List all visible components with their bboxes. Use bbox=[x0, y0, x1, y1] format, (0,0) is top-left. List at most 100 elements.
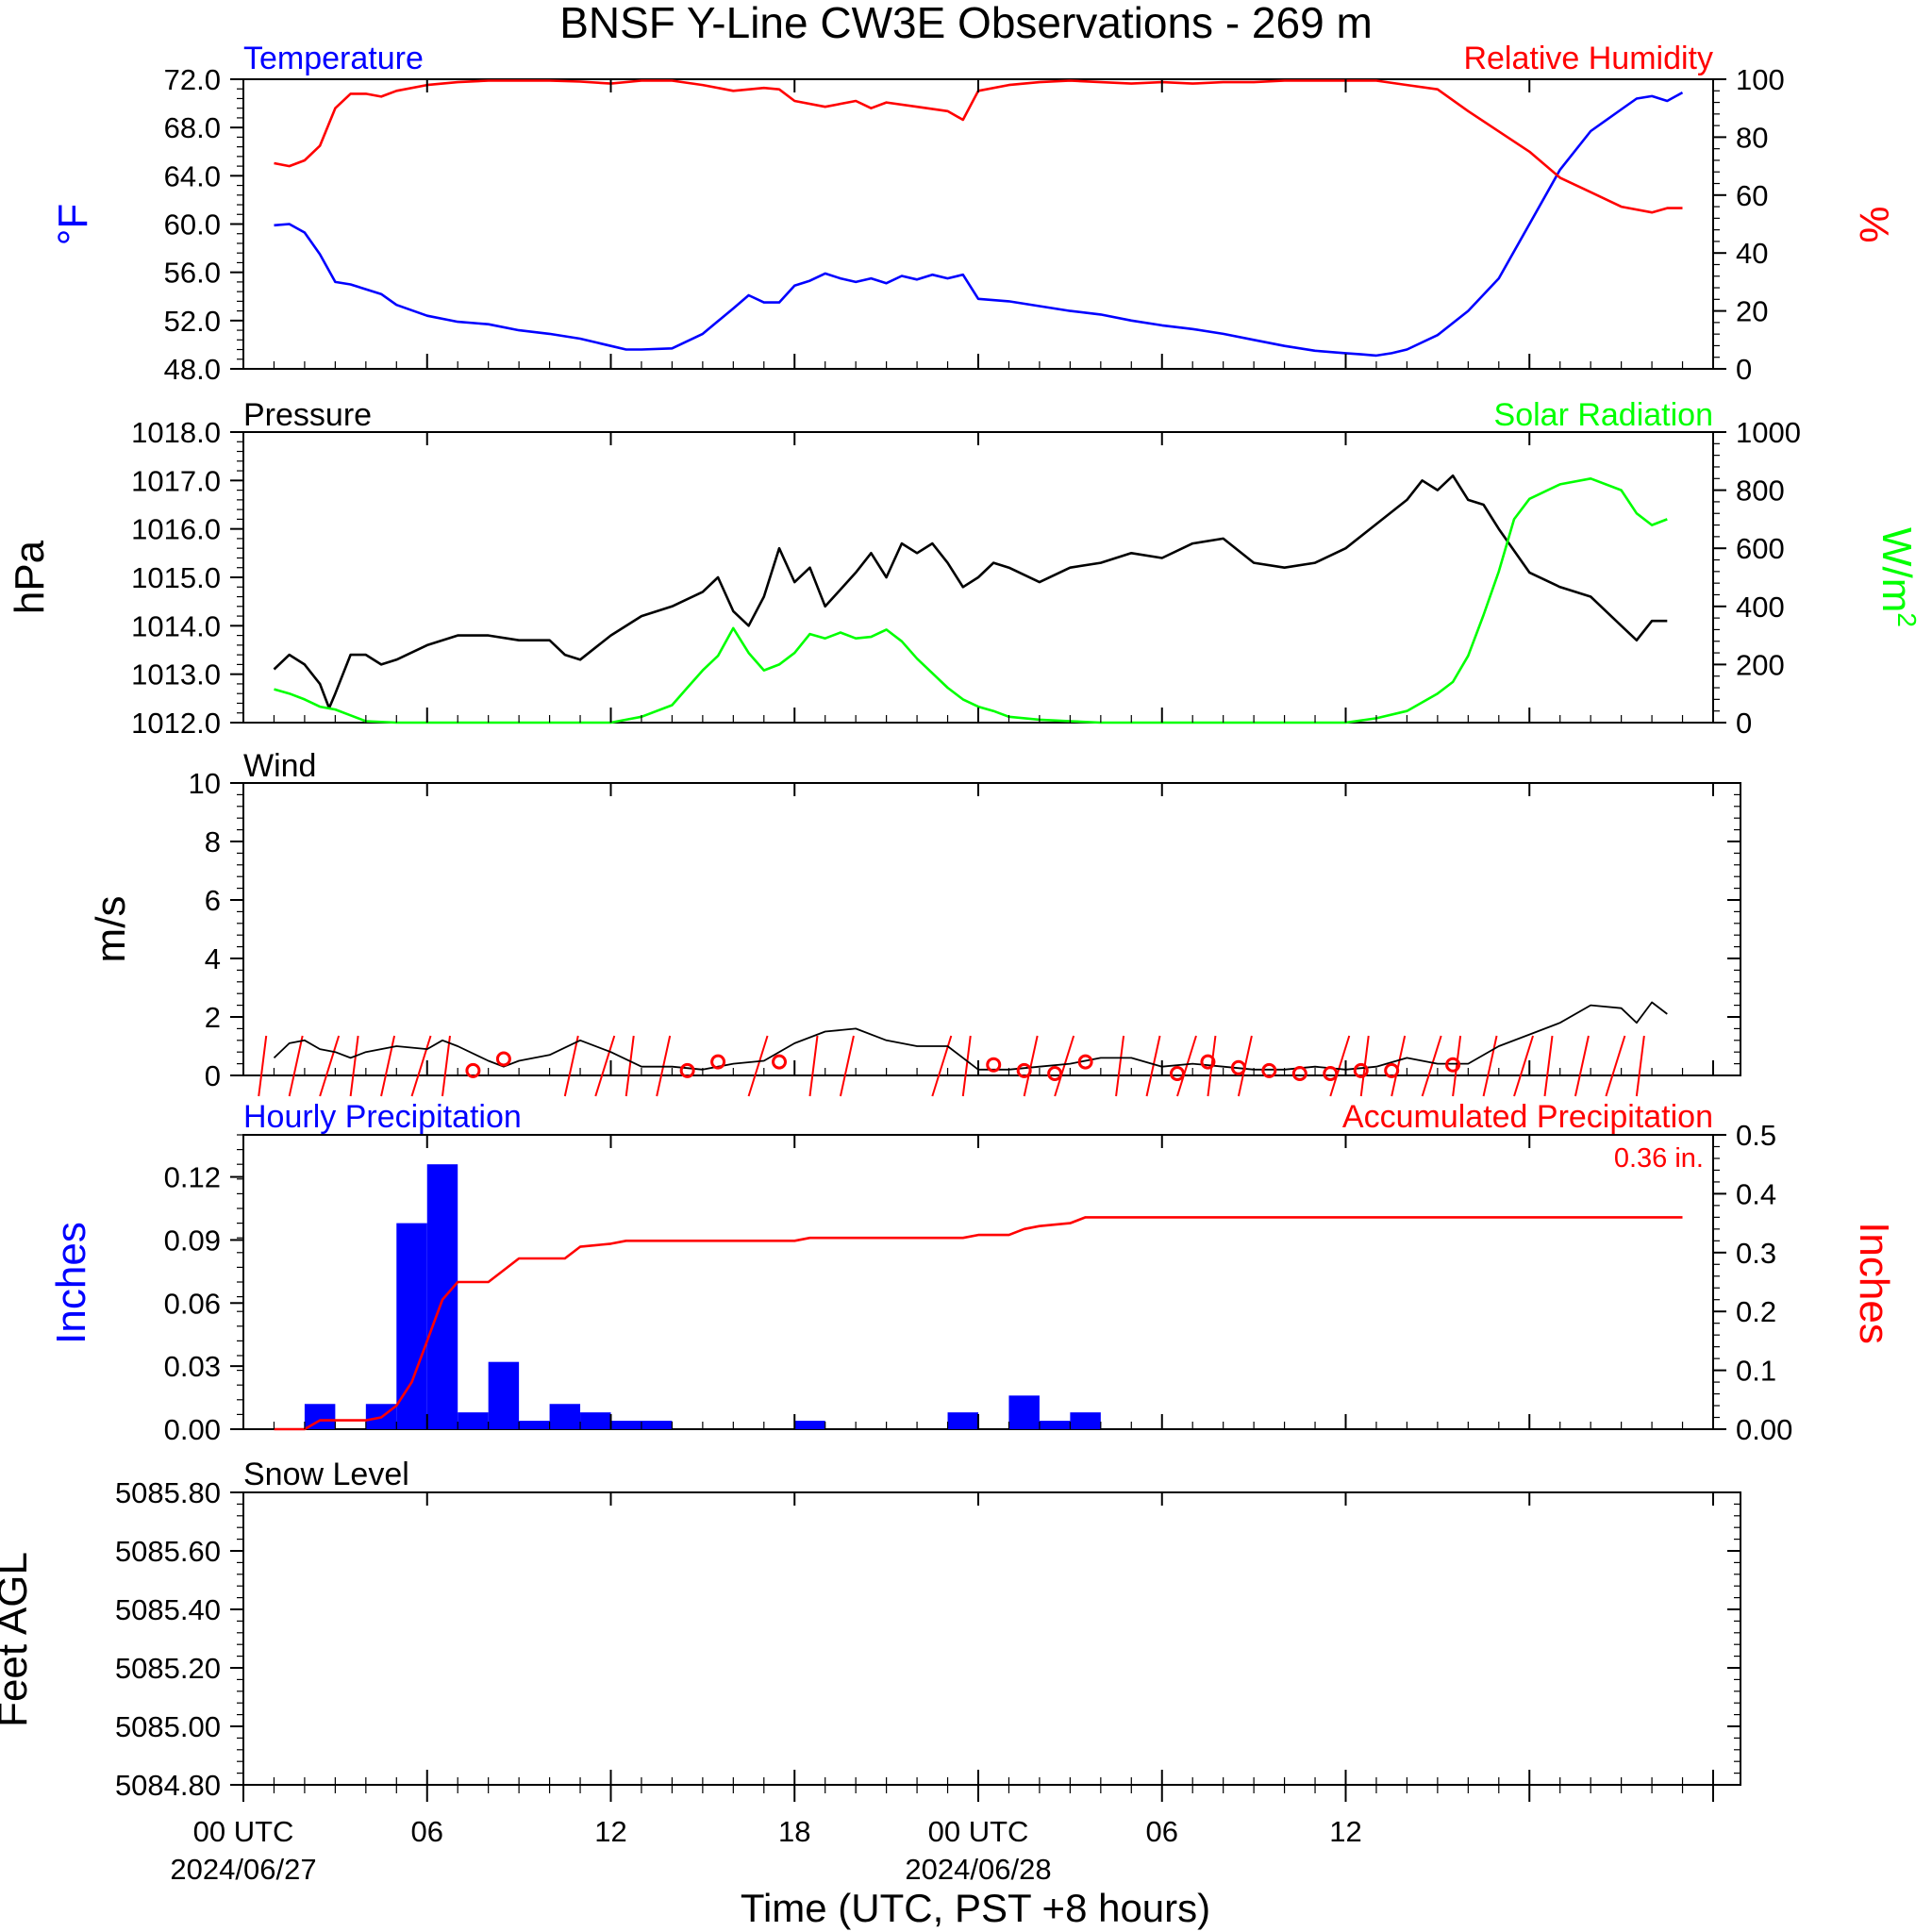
y-tick-label: 1014.0 bbox=[131, 609, 221, 642]
y-tick-label: 0.09 bbox=[164, 1224, 221, 1257]
precip-bar bbox=[641, 1421, 673, 1429]
y-tick-label: 6 bbox=[205, 884, 221, 917]
calm-wind-circle bbox=[710, 1054, 726, 1070]
precip-bar bbox=[549, 1404, 581, 1429]
panel-snow-level: Snow Level Feet AGL 5084.80 5085.00 5085.2… bbox=[0, 1457, 1741, 1802]
wind-title: Wind bbox=[243, 748, 316, 784]
calm-wind-circle bbox=[495, 1051, 511, 1067]
calm-wind-circle bbox=[1323, 1066, 1339, 1081]
wind-barb-staff bbox=[1635, 1035, 1645, 1097]
precip-bar bbox=[426, 1164, 458, 1429]
snow-level-title: Snow Level bbox=[243, 1457, 409, 1492]
wind-barb-staff bbox=[1023, 1035, 1039, 1097]
y-tick-label: 1012.0 bbox=[131, 707, 221, 740]
wind-barb-staff bbox=[563, 1035, 579, 1097]
y-tick-label: 1015.0 bbox=[131, 561, 221, 594]
wind-barb-staff bbox=[1115, 1035, 1125, 1097]
y-tick-label-right: 800 bbox=[1736, 475, 1785, 508]
accum-precip-axis-label: Inches bbox=[1851, 1222, 1897, 1344]
y-tick-label: 1018.0 bbox=[131, 416, 221, 449]
y-tick-label-right: 0.5 bbox=[1736, 1119, 1776, 1152]
wind-barb-staff bbox=[1543, 1035, 1554, 1097]
y-tick-label-right: 80 bbox=[1736, 121, 1768, 154]
y-tick-label: 5085.00 bbox=[115, 1710, 221, 1743]
humidity-line bbox=[274, 79, 1683, 214]
wind-barb-staff bbox=[441, 1035, 451, 1097]
precip-bar bbox=[519, 1421, 550, 1429]
x-tick-label: 12 bbox=[1329, 1815, 1361, 1848]
wind-barb-staff bbox=[1176, 1035, 1197, 1097]
wind-barb-staff bbox=[1574, 1035, 1590, 1097]
series-line bbox=[274, 79, 1683, 214]
wind-barb-staff bbox=[1452, 1035, 1462, 1097]
y-tick-label-right: 40 bbox=[1736, 237, 1768, 270]
accum-precip-title: Accumulated Precipitation bbox=[1342, 1099, 1713, 1135]
y-tick-label: 0.06 bbox=[164, 1287, 221, 1320]
figure-title: BNSF Y-Line CW3E Observations - 269 m bbox=[559, 0, 1373, 47]
wind-barb-staff bbox=[747, 1035, 769, 1097]
right-ticks: 0.00 0.1 0.2 0.3 0.4 0.5 bbox=[1713, 1119, 1792, 1446]
wind-barbs bbox=[258, 1035, 1645, 1097]
hourly-precip-title: Hourly Precipitation bbox=[243, 1099, 522, 1135]
calm-wind-circle bbox=[1016, 1062, 1032, 1078]
wind-barb-staff bbox=[288, 1035, 304, 1097]
calm-wind-circle bbox=[772, 1054, 788, 1070]
right-ticks: 0 200 400 600 800 1000 bbox=[1713, 416, 1801, 740]
x-tick-label: 00 UTC bbox=[928, 1815, 1029, 1848]
y-tick-label: 2 bbox=[205, 1001, 221, 1034]
calm-wind-circle bbox=[1384, 1062, 1400, 1078]
x-tick-label: 18 bbox=[778, 1815, 810, 1848]
calm-wind-circle bbox=[1353, 1062, 1369, 1078]
pressure-line bbox=[273, 474, 1668, 709]
temperature-title: Temperature bbox=[243, 41, 424, 76]
y-tick-label-right: 100 bbox=[1736, 63, 1785, 96]
temperature-line bbox=[274, 91, 1684, 358]
panel-temperature-humidity: Temperature Relative Humidity °F % 48.0 5… bbox=[50, 41, 1897, 386]
y-tick-label: 64.0 bbox=[164, 159, 221, 192]
time-axis-label: Time (UTC, PST +8 hours) bbox=[741, 1886, 1210, 1930]
humidity-axis-label: % bbox=[1851, 206, 1897, 242]
panel-wind: Wind m/s 0 2 4 6 8 10 bbox=[88, 748, 1741, 1097]
solar-title: Solar Radiation bbox=[1494, 397, 1713, 433]
left-ticks: 5084.80 5085.00 5085.20 5085.40 5085.60 5085.… bbox=[115, 1476, 243, 1802]
series-line bbox=[274, 477, 1668, 724]
left-ticks: 48.0 52.0 56.0 60.0 64.0 68.0 72.0 bbox=[164, 63, 243, 386]
y-tick-label: 1013.0 bbox=[131, 658, 221, 691]
wind-barb-staff bbox=[931, 1035, 953, 1097]
precip-bar bbox=[458, 1412, 489, 1429]
y-tick-label: 5085.80 bbox=[115, 1476, 221, 1509]
hourly-precip-axis-label: Inches bbox=[48, 1222, 94, 1344]
solar-line bbox=[274, 477, 1668, 724]
accum-precip-line bbox=[274, 1216, 1683, 1431]
wind-barb-staff bbox=[380, 1035, 396, 1097]
precip-bar bbox=[1039, 1421, 1071, 1429]
wind-barb-staff bbox=[1513, 1035, 1534, 1097]
solar-unit-superscript: 2 bbox=[1892, 612, 1922, 627]
y-tick-label: 72.0 bbox=[164, 63, 221, 96]
y-tick-label: 48.0 bbox=[164, 353, 221, 386]
wind-barb-staff bbox=[319, 1035, 341, 1097]
y-tick-label: 5085.60 bbox=[115, 1535, 221, 1568]
y-tick-label: 0.00 bbox=[164, 1413, 221, 1446]
x-tick-date-label: 2024/06/27 bbox=[170, 1853, 316, 1886]
x-tick-label: 06 bbox=[411, 1815, 443, 1848]
humidity-title: Relative Humidity bbox=[1463, 41, 1713, 76]
right-ticks bbox=[1727, 782, 1740, 1076]
accum-total-annotation: 0.36 in. bbox=[1614, 1143, 1704, 1174]
right-ticks bbox=[1727, 1491, 1740, 1786]
wind-barb-staff bbox=[349, 1035, 359, 1097]
wind-barb-staff bbox=[410, 1035, 432, 1097]
y-tick-label: 5085.40 bbox=[115, 1593, 221, 1626]
precip-bar bbox=[1008, 1395, 1040, 1429]
y-tick-label-right: 0.4 bbox=[1736, 1177, 1776, 1210]
panel-frame bbox=[242, 1491, 1741, 1786]
y-tick-label-right: 1000 bbox=[1736, 416, 1801, 449]
y-tick-label: 68.0 bbox=[164, 111, 221, 144]
y-tick-label-right: 200 bbox=[1736, 648, 1785, 681]
wind-barb-staff bbox=[839, 1035, 855, 1097]
y-tick-label-right: 0.1 bbox=[1736, 1355, 1776, 1388]
series-line bbox=[274, 91, 1684, 358]
y-tick-label-right: 0 bbox=[1736, 707, 1752, 740]
y-tick-label: 60.0 bbox=[164, 208, 221, 242]
